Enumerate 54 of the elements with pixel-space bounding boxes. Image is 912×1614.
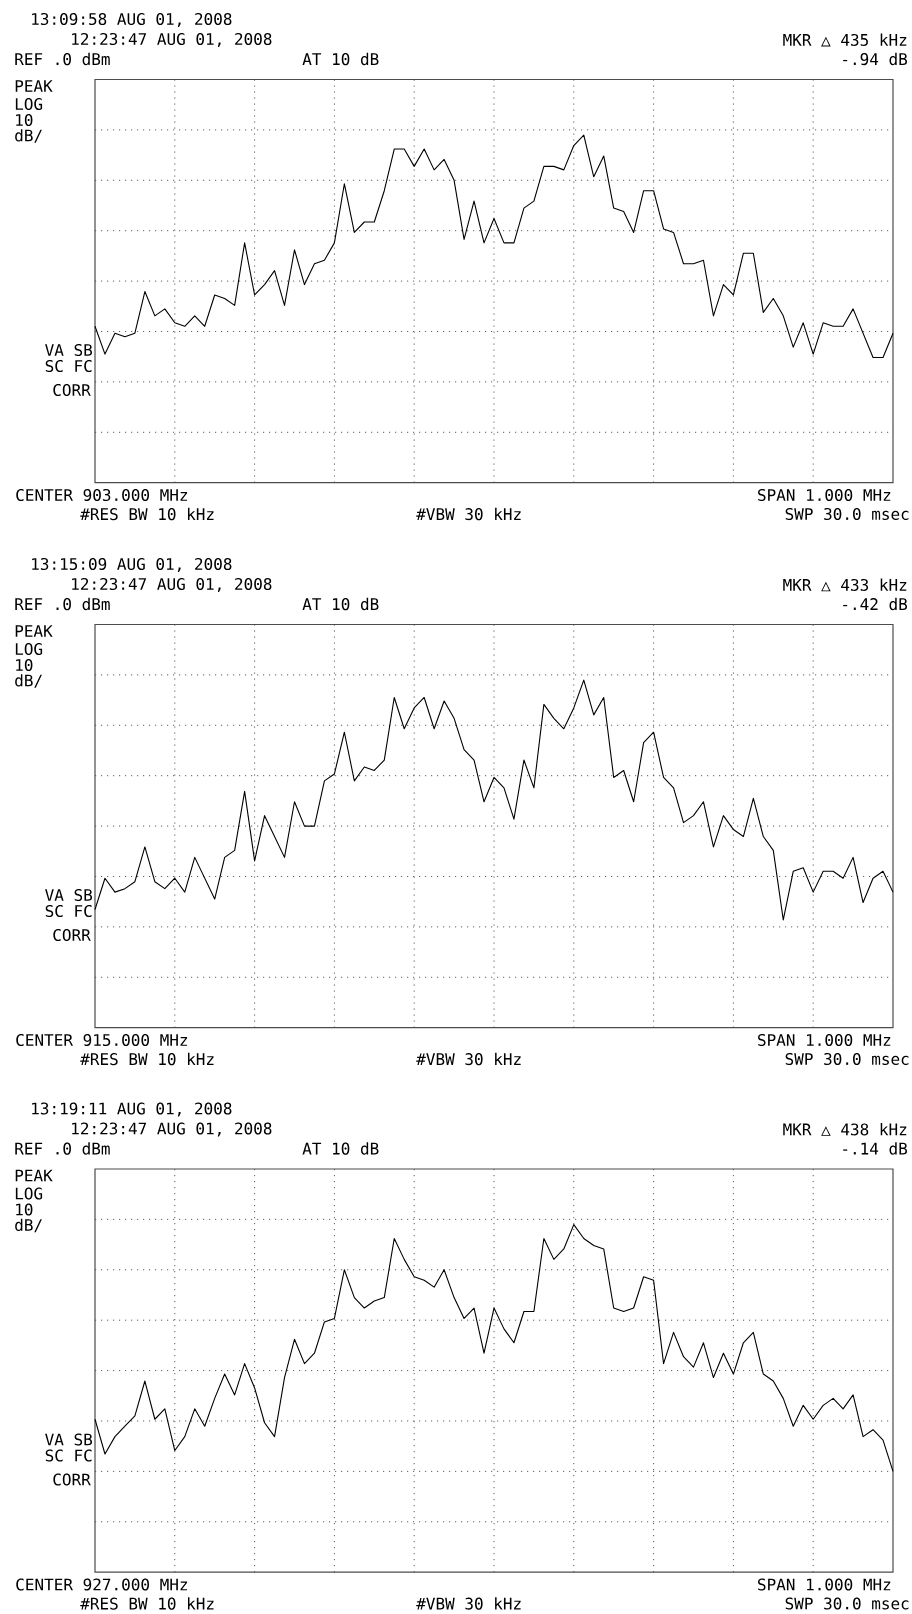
text: SWP 30.0 msec xyxy=(785,1597,909,1610)
chart-title: 13:09:58 AUG 01, 2008 xyxy=(32,12,232,28)
text: #RES BW 10 kHz xyxy=(80,1052,214,1066)
text: SWP 30.0 msec xyxy=(785,1052,909,1066)
text: 10 xyxy=(16,113,33,127)
text: VA SB xyxy=(45,888,93,902)
text: VA SB xyxy=(45,1433,93,1446)
text: dB/ xyxy=(15,1218,42,1233)
text: CORR xyxy=(53,928,91,942)
text: MKR △ 435 kHz xyxy=(783,33,907,47)
text: dB/ xyxy=(15,674,42,688)
text: REF .0 dBm xyxy=(15,597,110,611)
text: #VBW 30 kHz xyxy=(416,1597,521,1610)
chart-title: 13:15:09 AUG 01, 2008 xyxy=(32,557,232,573)
text: #RES BW 10 kHz xyxy=(80,1597,214,1610)
text: 10 xyxy=(16,658,33,672)
text: CENTER 903.000 MHz xyxy=(16,488,188,502)
text: PEAK xyxy=(15,625,53,637)
text: CORR xyxy=(53,383,91,397)
text: AT 10 dB xyxy=(302,1142,379,1155)
text: SPAN 1.000 MHz xyxy=(758,1033,891,1047)
text: LOG xyxy=(15,97,43,111)
chart-subtitle: 12:23:47 AUG 01, 2008 xyxy=(72,32,272,48)
text: PEAK xyxy=(15,80,53,92)
text: #VBW 30 kHz xyxy=(416,507,521,521)
text: CENTER 915.000 MHz xyxy=(16,1033,188,1047)
text: SC FC xyxy=(45,1449,92,1462)
text: CENTER 927.000 MHz xyxy=(16,1578,188,1591)
text: -.94 dB xyxy=(843,52,908,66)
text: MKR △ 438 kHz xyxy=(783,1123,907,1136)
text: SWP 30.0 msec xyxy=(785,507,909,521)
text: dB/ xyxy=(15,129,42,143)
chart-subtitle: 12:23:47 AUG 01, 2008 xyxy=(72,1122,272,1137)
text: #RES BW 10 kHz xyxy=(80,507,214,521)
text: VA SB xyxy=(45,343,93,357)
text: AT 10 dB xyxy=(302,597,379,611)
text: -.14 dB xyxy=(843,1142,908,1155)
text: -.42 dB xyxy=(843,597,908,611)
text: CORR xyxy=(53,1473,91,1486)
chart-subtitle: 12:23:47 AUG 01, 2008 xyxy=(72,577,272,593)
text: SPAN 1.000 MHz xyxy=(758,488,891,502)
text: LOG xyxy=(15,642,43,656)
text: REF .0 dBm xyxy=(15,1142,110,1155)
chart-title: 13:19:11 AUG 01, 2008 xyxy=(32,1102,232,1117)
text: SPAN 1.000 MHz xyxy=(758,1578,891,1591)
text: #VBW 30 kHz xyxy=(416,1052,521,1066)
text: AT 10 dB xyxy=(302,52,379,66)
text: LOG xyxy=(15,1187,43,1200)
text: REF .0 dBm xyxy=(15,52,110,66)
text: MKR △ 433 kHz xyxy=(783,578,907,592)
text: SC FC xyxy=(45,359,92,373)
text: PEAK xyxy=(15,1169,53,1182)
text: 10 xyxy=(16,1203,33,1216)
text: SC FC xyxy=(45,904,92,918)
